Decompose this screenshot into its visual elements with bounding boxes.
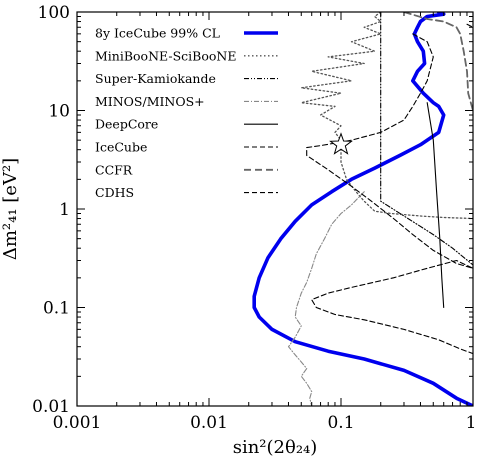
y-tick-label: 1 — [59, 200, 70, 220]
series-line-minos-minos — [287, 191, 365, 406]
legend-label-minos-minos: MINOS/MINOS+ — [95, 94, 205, 109]
y-axis-title: Δm²₄₁ [eV²] — [0, 158, 21, 260]
series-line-cdhs — [466, 23, 473, 28]
x-tick-label: 0.1 — [327, 413, 354, 433]
legend-label-cdhs: CDHS — [95, 185, 134, 200]
series-line-8y-icecube-99-cl — [252, 12, 473, 406]
curves-layer — [252, 12, 473, 406]
legend: 8y IceCube 99% CL MiniBooNE-SciBooNE Super… — [95, 26, 278, 200]
legend-label-8y-icecube-99-cl: 8y IceCube 99% CL — [95, 26, 220, 41]
x-tick-label: 0.01 — [190, 413, 228, 433]
legend-label-ccfr: CCFR — [95, 162, 133, 177]
y-tick-label: 100 — [38, 3, 70, 23]
series-line-miniboone-sciboone — [300, 12, 473, 220]
x-tick-label: 1 — [466, 413, 477, 433]
legend-label-icecube: IceCube — [95, 140, 147, 155]
legend-label-deepcore: DeepCore — [95, 117, 158, 132]
series-line-ccfr — [403, 12, 473, 112]
series-line-super-kamiokande — [380, 12, 473, 266]
axis-ticks — [76, 11, 474, 407]
legend-label-super-kamiokande: Super-Kamiokande — [95, 71, 216, 86]
best-fit-marker-layer — [329, 132, 353, 155]
y-tick-label: 0.01 — [32, 397, 70, 417]
series-line-icecube — [306, 33, 473, 355]
y-tick-label: 10 — [48, 102, 70, 122]
series-line-deepcore — [426, 102, 445, 309]
x-tick-label: 0.001 — [53, 413, 102, 433]
best-fit-star-marker — [329, 132, 353, 155]
legend-label-miniboone-sciboone: MiniBooNE-SciBooNE — [95, 48, 236, 63]
x-axis-title: sin²(2θ₂₄) — [233, 437, 318, 458]
y-tick-label: 0.1 — [43, 299, 70, 319]
